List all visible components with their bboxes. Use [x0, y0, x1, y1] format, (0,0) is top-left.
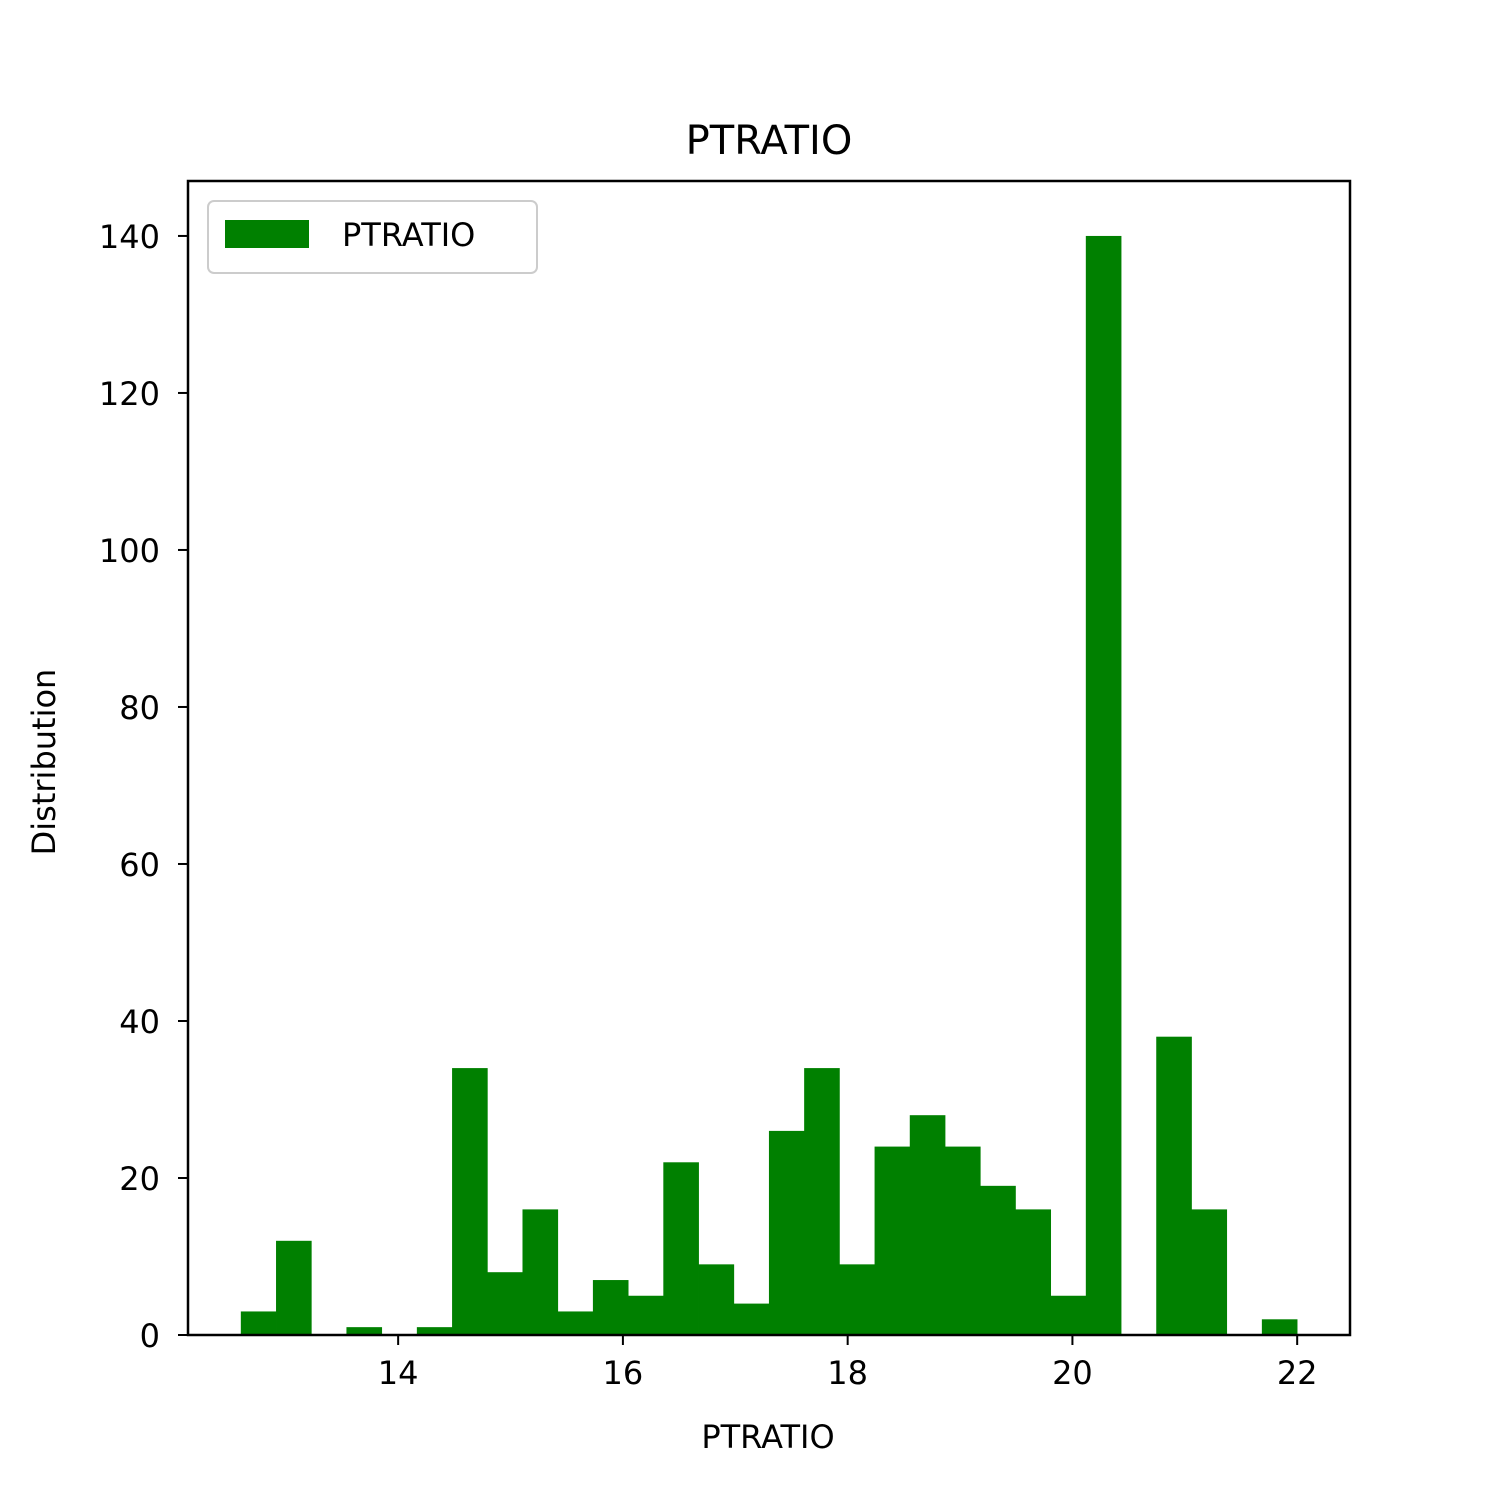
histogram-bar [804, 1068, 840, 1335]
x-axis-ticks: 14 16 18 20 22 [378, 1335, 1318, 1392]
histogram-bar [1085, 235, 1122, 1336]
y-tick-label: 40 [119, 1003, 160, 1041]
histogram-bar [1191, 1209, 1228, 1335]
y-tick-label: 60 [119, 846, 160, 884]
histogram-bar [487, 1272, 523, 1335]
histogram-bar [592, 1280, 629, 1335]
legend-frame [207, 200, 538, 274]
histogram-bar [522, 1209, 559, 1335]
legend-label: PTRATIO [342, 216, 475, 254]
y-tick-label: 120 [99, 375, 160, 413]
histogram-bar [944, 1146, 981, 1335]
histogram-bar [874, 1146, 911, 1335]
y-tick-label: 20 [119, 1160, 160, 1198]
plot-frame [186, 179, 1352, 1337]
legend-swatch [225, 220, 309, 248]
legend: PTRATIO [207, 200, 538, 274]
y-tick-label: 140 [99, 218, 160, 256]
histogram-bar [557, 1311, 594, 1335]
histogram-bar [663, 1162, 699, 1335]
histogram-bar [909, 1115, 946, 1335]
histogram-bar [452, 1068, 488, 1335]
histogram-bar [768, 1130, 805, 1335]
bars-group [240, 235, 1298, 1336]
y-tick-label: 100 [99, 532, 160, 570]
histogram-bar [416, 1327, 453, 1335]
histogram-bar [1261, 1319, 1298, 1335]
histogram-bar [276, 1240, 312, 1335]
histogram-bar [1156, 1036, 1192, 1335]
histogram-bar [1050, 1295, 1087, 1335]
chart-title: PTRATIO [686, 118, 853, 164]
x-axis-label: PTRATIO [701, 1418, 834, 1456]
y-tick-label: 80 [119, 689, 160, 727]
y-tick-label: 0 [140, 1317, 160, 1355]
x-tick-label: 18 [827, 1354, 868, 1392]
histogram-bar [733, 1303, 770, 1335]
y-axis-label: Distribution [25, 669, 63, 856]
histogram-bar [240, 1311, 277, 1335]
histogram-bar [1015, 1209, 1052, 1335]
histogram-bar [980, 1185, 1016, 1335]
x-tick-label: 16 [603, 1354, 644, 1392]
histogram-bar [698, 1264, 735, 1335]
x-tick-label: 22 [1277, 1354, 1318, 1392]
histogram-bar [839, 1264, 875, 1335]
x-tick-label: 14 [378, 1354, 419, 1392]
y-axis-ticks: 0 20 40 60 80 100 120 140 [99, 218, 188, 1355]
histogram-bar [628, 1295, 664, 1335]
histogram-bar [346, 1327, 383, 1335]
x-tick-label: 20 [1052, 1354, 1093, 1392]
